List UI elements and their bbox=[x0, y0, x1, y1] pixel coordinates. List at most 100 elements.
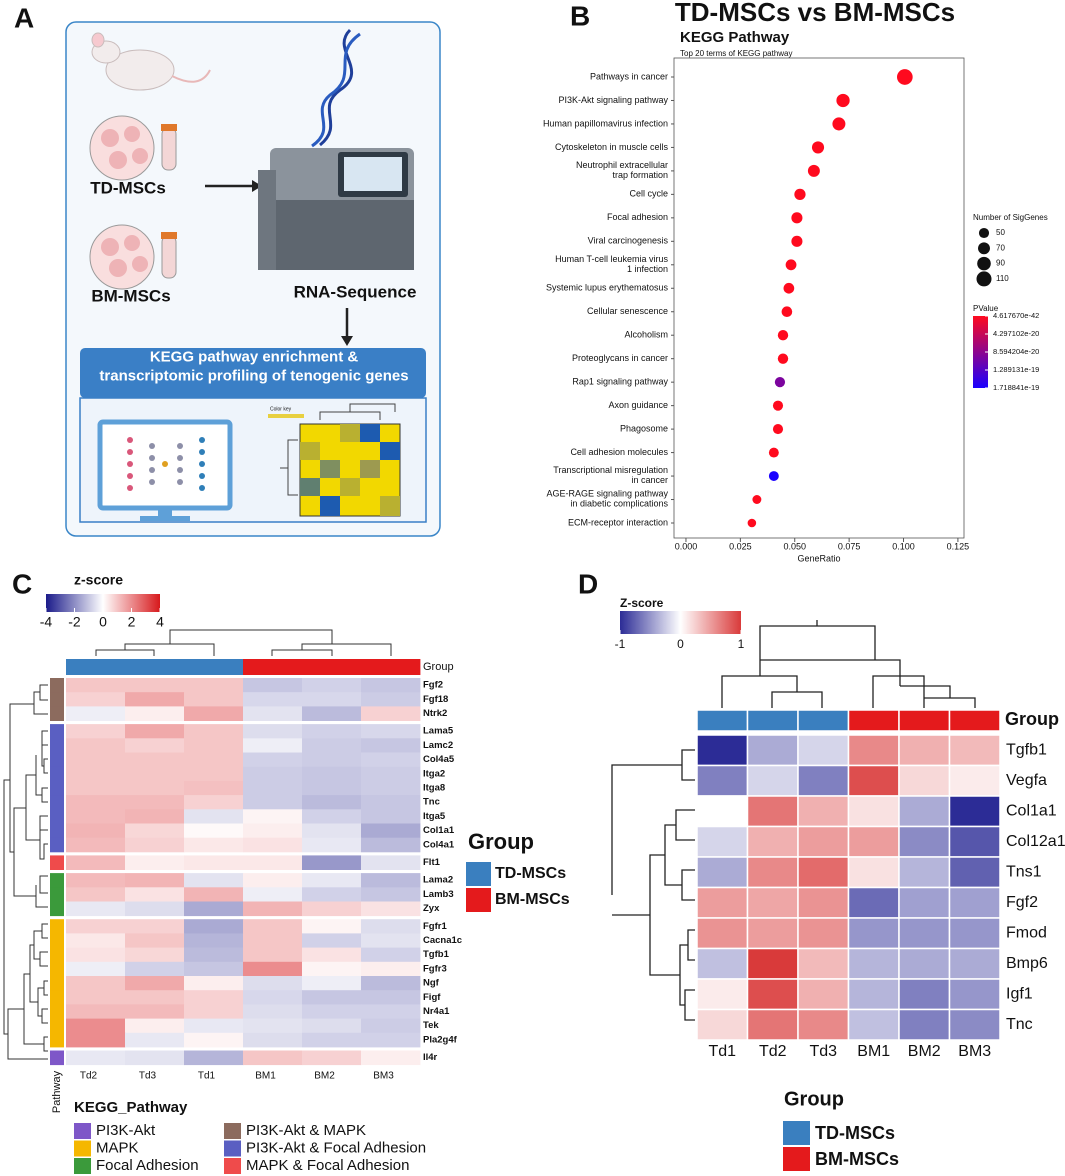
pathway-cell bbox=[50, 1050, 64, 1066]
dot bbox=[777, 353, 789, 364]
pathway-cell bbox=[50, 1004, 64, 1019]
heat-cell bbox=[243, 933, 303, 948]
heat-cell bbox=[361, 901, 421, 917]
heat-cell bbox=[948, 856, 1001, 889]
colorbar-label: -2 bbox=[68, 614, 81, 630]
decoration bbox=[340, 424, 360, 442]
heat-cell bbox=[243, 678, 303, 693]
heat-cell bbox=[184, 1032, 244, 1048]
legend-label: TD-MSCs bbox=[815, 1123, 895, 1143]
row-label: Zyx bbox=[423, 903, 440, 914]
y-tick-label: Focal adhesion bbox=[607, 212, 668, 222]
heat-cell bbox=[243, 947, 303, 963]
pathway-cell bbox=[50, 692, 64, 707]
dendrogram bbox=[3, 629, 392, 1060]
dot bbox=[772, 400, 784, 411]
heat-cell bbox=[125, 1018, 185, 1034]
heat-cell bbox=[302, 752, 362, 768]
heat-cell bbox=[184, 1004, 244, 1019]
heat-cell bbox=[243, 855, 303, 870]
decoration bbox=[199, 473, 205, 479]
row-label: Cacna1c bbox=[423, 935, 462, 946]
heat-cell bbox=[184, 887, 244, 902]
heat-cell bbox=[898, 734, 951, 767]
column-label: BM2 bbox=[908, 1043, 941, 1060]
pathway-cell bbox=[50, 766, 64, 782]
decoration bbox=[124, 235, 140, 251]
row-label: Tek bbox=[423, 1020, 439, 1031]
y-tick-label: Cell cycle bbox=[629, 189, 668, 199]
heat-cell bbox=[746, 764, 799, 797]
heat-cell bbox=[125, 947, 185, 963]
label: Color key bbox=[270, 406, 292, 412]
decoration bbox=[127, 449, 133, 455]
heat-cell bbox=[302, 1004, 362, 1019]
y-tick-label: Transcriptional misregulation in cancer bbox=[553, 465, 668, 485]
column-label: Td2 bbox=[759, 1043, 787, 1060]
y-tick-label: PI3K-Akt signaling pathway bbox=[558, 95, 668, 105]
legend-swatch bbox=[783, 1121, 810, 1145]
row-label: Ngf bbox=[423, 978, 440, 989]
heat-cell bbox=[797, 947, 850, 980]
heat-cell bbox=[125, 961, 185, 977]
group-cell bbox=[125, 659, 185, 675]
heat-cell bbox=[361, 1050, 421, 1066]
heat-cell bbox=[184, 823, 244, 839]
heat-cell bbox=[184, 919, 244, 934]
heat-cell bbox=[361, 752, 421, 768]
legend-label: 70 bbox=[996, 243, 1005, 252]
heat-cell bbox=[243, 738, 303, 753]
decoration bbox=[89, 115, 155, 181]
row-label: Fgfr1 bbox=[423, 921, 447, 932]
heat-cell bbox=[125, 1032, 185, 1048]
decoration bbox=[320, 460, 340, 478]
heat-cell bbox=[184, 961, 244, 977]
row-label: Lama5 bbox=[423, 726, 454, 737]
colorbar-label: 2 bbox=[128, 614, 136, 630]
y-tick-label: Phagosome bbox=[620, 423, 668, 433]
pathway-cell bbox=[50, 780, 64, 796]
heat-cell bbox=[125, 976, 185, 991]
heat-cell bbox=[66, 678, 126, 693]
decoration bbox=[380, 496, 400, 516]
heat-cell bbox=[125, 873, 185, 888]
heat-cell bbox=[125, 738, 185, 753]
group-cell bbox=[696, 709, 749, 732]
dot bbox=[832, 117, 846, 131]
decoration bbox=[149, 479, 155, 485]
heat-cell bbox=[797, 795, 850, 828]
heat-cell bbox=[797, 734, 850, 767]
heat-cell bbox=[797, 856, 850, 889]
heat-cell bbox=[898, 978, 951, 1011]
x-tick-label: 0.050 bbox=[783, 541, 806, 551]
heat-cell bbox=[696, 764, 749, 797]
heat-cell bbox=[746, 734, 799, 767]
heat-cell bbox=[125, 678, 185, 693]
row-label: Bmp6 bbox=[1006, 955, 1048, 972]
column-label: BM1 bbox=[255, 1071, 276, 1082]
y-tick-label: Cell adhesion molecules bbox=[570, 447, 668, 457]
colorbar-label: 4.617670e-42 bbox=[993, 311, 1039, 320]
heat-cell bbox=[361, 692, 421, 707]
row-label: Itga2 bbox=[423, 768, 445, 779]
colorbar-label: 0 bbox=[99, 614, 107, 630]
pathway-cell bbox=[50, 837, 64, 853]
heat-cell bbox=[302, 1018, 362, 1034]
heat-cell bbox=[696, 978, 749, 1011]
heat-cell bbox=[66, 873, 126, 888]
heat-cell bbox=[847, 978, 900, 1011]
legend-label: BM-MSCs bbox=[815, 1149, 899, 1169]
group-cell bbox=[746, 709, 799, 732]
heat-cell bbox=[184, 947, 244, 963]
heat-cell bbox=[361, 887, 421, 902]
heat-cell bbox=[243, 823, 303, 839]
heat-cell bbox=[66, 795, 126, 810]
heat-cell bbox=[302, 933, 362, 948]
chart-subtitle: KEGG Pathway bbox=[680, 29, 790, 46]
heat-cell bbox=[66, 919, 126, 934]
dot bbox=[896, 69, 913, 85]
heat-cell bbox=[243, 901, 303, 917]
decoration bbox=[158, 508, 172, 518]
legend-swatch bbox=[74, 1123, 91, 1139]
heat-cell bbox=[184, 873, 244, 888]
